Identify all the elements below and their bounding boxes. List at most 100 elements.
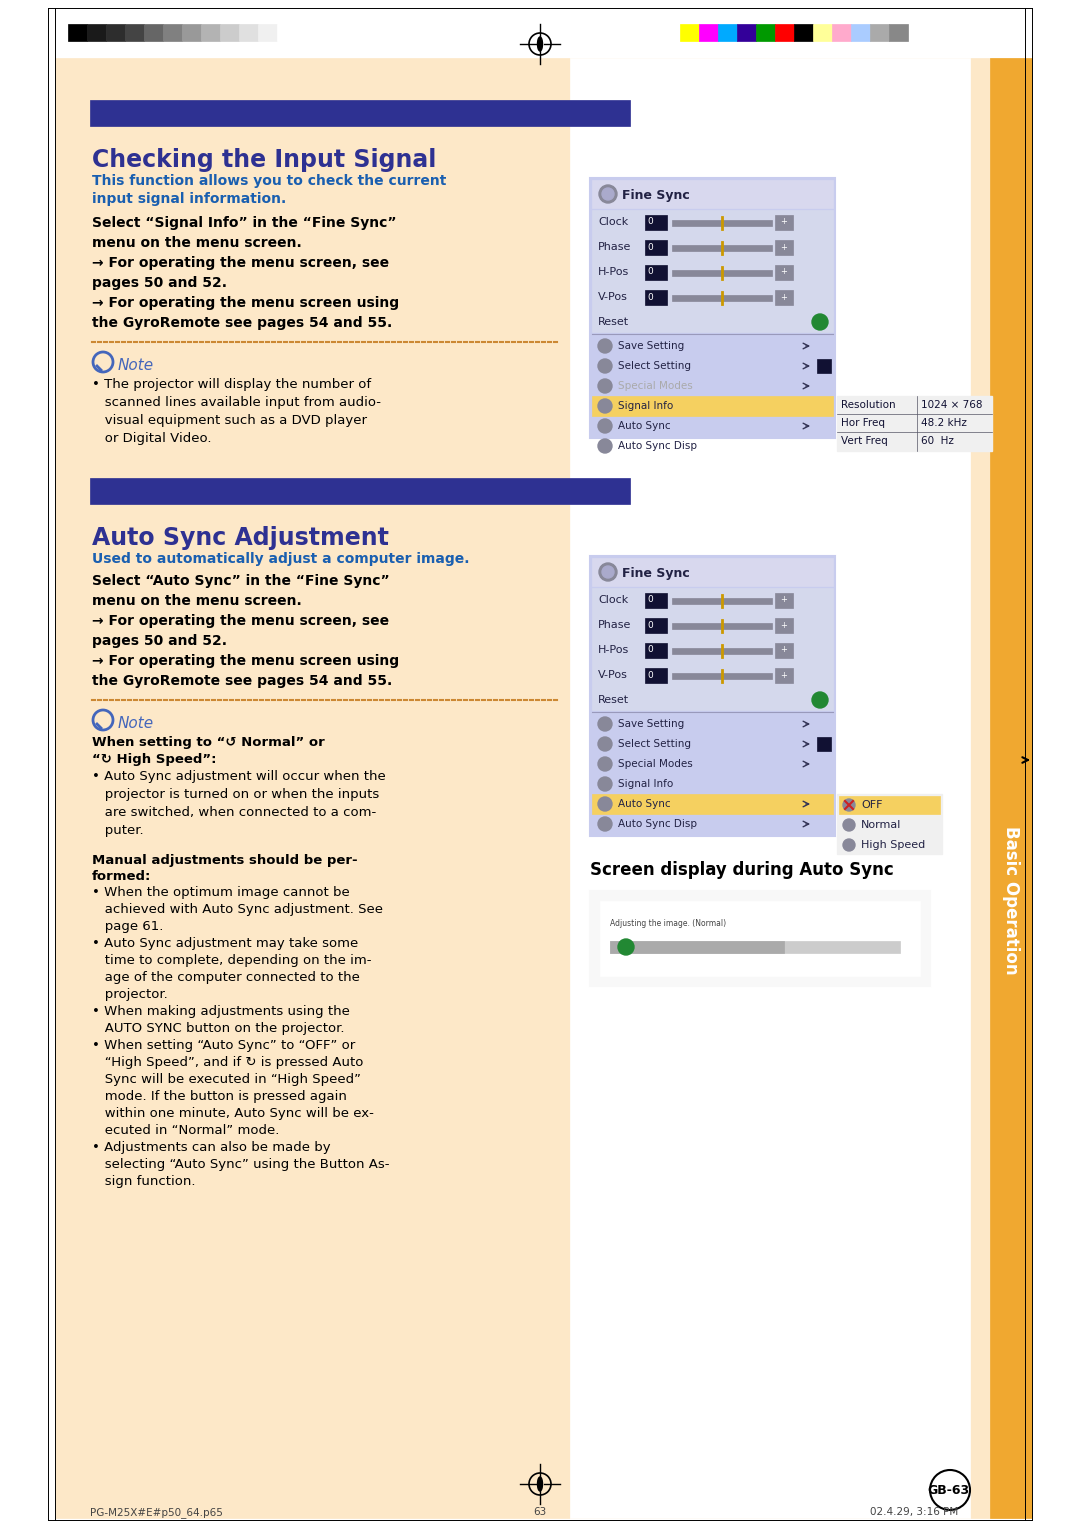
Bar xyxy=(816,736,831,750)
Bar xyxy=(592,795,833,814)
Text: Hor Freq: Hor Freq xyxy=(841,419,885,428)
Bar xyxy=(590,177,835,439)
Text: V-Pos: V-Pos xyxy=(598,669,627,680)
Circle shape xyxy=(598,439,612,452)
Text: Basic Operation: Basic Operation xyxy=(1002,825,1020,975)
Circle shape xyxy=(812,313,828,330)
Text: Screen display during Auto Sync: Screen display during Auto Sync xyxy=(590,860,894,879)
Bar xyxy=(672,295,772,301)
Bar xyxy=(775,593,793,608)
Bar xyxy=(239,24,258,41)
Text: Save Setting: Save Setting xyxy=(618,720,685,729)
Text: 63: 63 xyxy=(534,1507,546,1517)
Text: “↻ High Speed”:: “↻ High Speed”: xyxy=(92,753,216,766)
Bar xyxy=(672,672,772,678)
Bar xyxy=(699,24,718,41)
Text: Vert Freq: Vert Freq xyxy=(841,435,888,446)
Text: projector is turned on or when the inputs: projector is turned on or when the input… xyxy=(92,788,379,801)
Text: Auto Sync: Auto Sync xyxy=(618,799,671,808)
Bar xyxy=(775,264,793,280)
Bar xyxy=(645,264,667,280)
Text: • Auto Sync adjustment may take some: • Auto Sync adjustment may take some xyxy=(92,937,359,950)
Text: Save Setting: Save Setting xyxy=(618,341,685,351)
Text: 0: 0 xyxy=(647,671,652,680)
Text: → For operating the menu screen, see: → For operating the menu screen, see xyxy=(92,257,389,270)
Text: age of the computer connected to the: age of the computer connected to the xyxy=(92,970,360,984)
Bar xyxy=(592,396,833,416)
Text: • When setting “Auto Sync” to “OFF” or: • When setting “Auto Sync” to “OFF” or xyxy=(92,1039,355,1051)
Bar xyxy=(645,215,667,231)
Text: 0: 0 xyxy=(647,243,652,252)
Text: +: + xyxy=(781,596,787,605)
Circle shape xyxy=(843,819,855,831)
Bar xyxy=(592,691,833,711)
Text: GB-63: GB-63 xyxy=(927,1484,969,1496)
Circle shape xyxy=(598,778,612,792)
Text: formed:: formed: xyxy=(92,869,151,883)
Text: projector.: projector. xyxy=(92,989,167,1001)
Text: V-Pos: V-Pos xyxy=(598,292,627,303)
Text: • The projector will display the number of: • The projector will display the number … xyxy=(92,377,372,391)
Text: AUTO SYNC button on the projector.: AUTO SYNC button on the projector. xyxy=(92,1022,345,1034)
Bar xyxy=(775,24,794,41)
Bar xyxy=(990,58,1032,1517)
Ellipse shape xyxy=(538,1478,542,1491)
Text: H-Pos: H-Pos xyxy=(598,645,630,656)
Text: Sync will be executed in “High Speed”: Sync will be executed in “High Speed” xyxy=(92,1073,361,1086)
Bar xyxy=(851,24,870,41)
Bar xyxy=(276,24,296,41)
Circle shape xyxy=(812,692,828,707)
Text: sign function.: sign function. xyxy=(92,1175,195,1187)
Bar xyxy=(87,24,106,41)
Bar xyxy=(645,668,667,683)
Bar xyxy=(610,941,784,953)
Text: Used to automatically adjust a computer image.: Used to automatically adjust a computer … xyxy=(92,552,470,565)
Bar xyxy=(68,24,296,41)
Text: selecting “Auto Sync” using the Button As-: selecting “Auto Sync” using the Button A… xyxy=(92,1158,390,1170)
Bar xyxy=(645,593,667,608)
Text: High Speed: High Speed xyxy=(861,840,926,850)
Text: OFF: OFF xyxy=(861,801,882,810)
Bar xyxy=(794,24,813,41)
Bar xyxy=(645,240,667,255)
Circle shape xyxy=(599,185,617,203)
Bar xyxy=(839,796,940,814)
Circle shape xyxy=(598,736,612,750)
Text: Fine Sync: Fine Sync xyxy=(622,188,690,202)
Bar xyxy=(816,359,831,373)
Text: 48.2 kHz: 48.2 kHz xyxy=(921,419,967,428)
Bar xyxy=(592,558,833,587)
Text: Signal Info: Signal Info xyxy=(618,400,673,411)
Bar xyxy=(737,24,756,41)
Circle shape xyxy=(602,565,615,578)
Text: Clock: Clock xyxy=(598,594,629,605)
Text: 0: 0 xyxy=(647,620,652,630)
Text: menu on the menu screen.: menu on the menu screen. xyxy=(92,594,301,608)
Bar xyxy=(590,891,930,986)
Text: Auto Sync Disp: Auto Sync Disp xyxy=(618,442,697,451)
Text: pages 50 and 52.: pages 50 and 52. xyxy=(92,277,227,290)
Text: Phase: Phase xyxy=(598,620,632,630)
Bar xyxy=(610,941,900,953)
Text: 0: 0 xyxy=(647,292,652,301)
Text: When setting to “↺ Normal” or: When setting to “↺ Normal” or xyxy=(92,736,325,749)
Text: Phase: Phase xyxy=(598,241,632,252)
Text: Manual adjustments should be per-: Manual adjustments should be per- xyxy=(92,854,357,866)
Text: Reset: Reset xyxy=(598,695,630,704)
Text: 0: 0 xyxy=(647,645,652,654)
Text: Reset: Reset xyxy=(598,316,630,327)
Text: Adjusting the image. (Normal): Adjusting the image. (Normal) xyxy=(610,918,726,927)
Bar xyxy=(600,902,920,976)
Text: puter.: puter. xyxy=(92,824,144,837)
Text: achieved with Auto Sync adjustment. See: achieved with Auto Sync adjustment. See xyxy=(92,903,383,915)
Text: +: + xyxy=(781,671,787,680)
Text: input signal information.: input signal information. xyxy=(92,193,286,206)
Text: Select “Signal Info” in the “Fine Sync”: Select “Signal Info” in the “Fine Sync” xyxy=(92,215,396,231)
Text: Auto Sync Disp: Auto Sync Disp xyxy=(618,819,697,830)
Bar xyxy=(125,24,144,41)
Circle shape xyxy=(598,717,612,730)
Text: Resolution: Resolution xyxy=(841,400,895,410)
Text: Clock: Clock xyxy=(598,217,629,228)
Bar xyxy=(775,215,793,231)
Text: H-Pos: H-Pos xyxy=(598,267,630,277)
